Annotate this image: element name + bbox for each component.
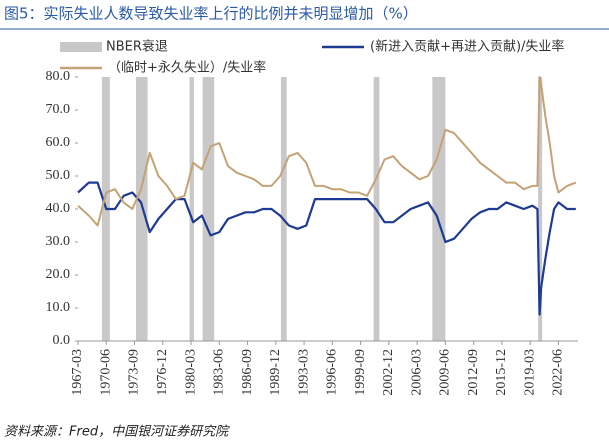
recession-band: [432, 77, 446, 341]
x-tick-label: 2019-03: [522, 349, 537, 396]
x-tick-label: 1996-06: [325, 349, 340, 396]
legend-label: (新进入贡献+再进入贡献)/失业率: [370, 39, 564, 55]
x-tick-label: 1973-09: [127, 349, 142, 396]
x-tick-label: 2015-12: [494, 349, 509, 396]
y-tick-label: 60.0: [46, 135, 71, 150]
x-tick-label: 2002-12: [381, 349, 396, 396]
x-tick-label: 2022-06: [551, 349, 566, 396]
x-tick-label: 1980-03: [183, 349, 198, 396]
x-tick-label: 1986-09: [240, 349, 255, 396]
x-tick-label: 1989-12: [268, 349, 283, 396]
x-tick-label: 2009-06: [438, 349, 453, 396]
recession-band: [202, 77, 215, 341]
y-tick-label: 50.0: [46, 168, 71, 183]
chart-title: 图5：实际失业人数导致失业率上行的比例并未明显增加（%）: [4, 5, 418, 23]
x-tick-label: 1999-09: [353, 349, 368, 396]
x-tick-label: 1993-03: [296, 349, 311, 396]
series-line: [77, 76, 577, 227]
legend-label: （临时+永久失业）/失业率: [108, 60, 266, 76]
legend-label: NBER衰退: [106, 39, 168, 55]
x-tick-label: 1983-06: [212, 349, 227, 396]
y-tick-label: 30.0: [46, 234, 71, 249]
series-line: [77, 181, 576, 316]
source: 资料来源：Fred，中国银河证券研究院: [4, 424, 230, 440]
recession-band: [280, 77, 287, 341]
x-tick-label: 2006-03: [409, 349, 424, 396]
x-tick-label: 2012-09: [466, 349, 481, 396]
y-tick-label: 40.0: [46, 201, 71, 216]
y-tick-label: 80.0: [46, 69, 71, 84]
legend-swatch: [60, 42, 102, 52]
recession-band: [538, 77, 543, 341]
recession-band: [135, 77, 148, 341]
y-tick-label: 0.0: [53, 333, 71, 348]
x-tick-label: 1970-06: [98, 349, 113, 396]
recession-band: [189, 77, 194, 341]
y-tick-label: 10.0: [46, 300, 71, 315]
y-tick-label: 20.0: [46, 267, 71, 282]
x-tick-label: 1967-03: [70, 349, 85, 396]
x-tick-label: 1976-12: [155, 349, 170, 396]
y-tick-label: 70.0: [46, 102, 71, 117]
